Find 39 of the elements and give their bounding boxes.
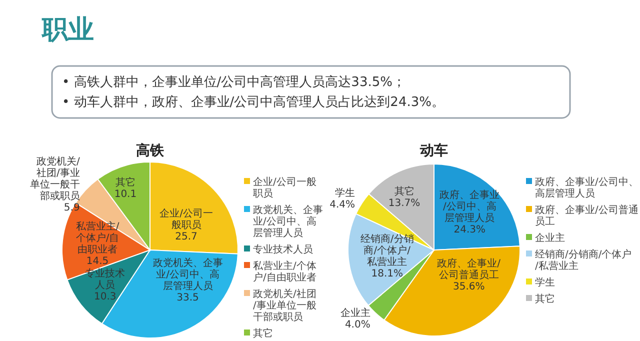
slice-label: 专业技术人员 (85, 268, 126, 292)
legend-label: 政党机关、企事业/公司中、高层管理人员 (253, 204, 323, 239)
slice-label: 其它 (394, 186, 414, 198)
legend-label: 经销商/分销商/个体户/私营业主 (535, 248, 632, 272)
slice-label: 企业主 (340, 307, 370, 320)
slice-label: 经销商/分销商/个体户/私营业主 (360, 232, 414, 268)
slice-label: 政党机关、企事业/公司中、高层管理人员 (152, 256, 223, 292)
data-label: 18.1% (371, 268, 404, 280)
legend-label: 学生 (535, 276, 555, 288)
legend-label: 企业主 (535, 232, 565, 244)
slice-label: 政府、企事业/公司普通员工 (437, 257, 502, 281)
data-label: 4.0% (344, 320, 370, 331)
text: • 高铁人群中，企事业单位/公司中高管理人员高达33.5%； (62, 74, 406, 90)
data-label: 14.5 (86, 256, 109, 268)
slice-label: 其它 (115, 176, 136, 189)
legend-label: 私营业主/个体户/自由职业者 (253, 260, 316, 284)
text: • 动车人群中，政府、企事业/公司中高管理人员占比达到24.3%。 (62, 94, 444, 110)
data-label: 33.5 (176, 292, 199, 304)
data-label: 13.7% (388, 198, 420, 210)
legend-label: 其它 (253, 328, 273, 340)
data-label: 24.3% (454, 224, 486, 236)
legend-label: 企业/公司一般职员 (253, 176, 316, 200)
slice-label: 政府、企事业/公司中、高层管理人员 (440, 189, 500, 224)
data-label: 10.3 (94, 292, 116, 303)
legend-label: 其它 (535, 293, 555, 305)
text: 职业 (41, 15, 94, 45)
legend-label: 专业技术人员 (253, 244, 313, 256)
data-label: 10.1 (114, 189, 137, 200)
legend-label: 政府、企事业/公司普通员工 (535, 204, 638, 228)
legend-label: 政党机关/社团/事业单位一般干部或职员 (253, 288, 316, 323)
chart-title: 高铁 (136, 142, 165, 159)
slice-label: 企业/公司一般职员 (160, 207, 213, 231)
slice-label: 政党机关/社团/事业单位一般干部或职员 (30, 155, 80, 202)
data-label: 25.7 (175, 231, 198, 242)
legend-label: 政府、企事业/公司中、高层管理人员 (535, 176, 638, 200)
chart-title: 动车 (419, 142, 448, 159)
data-label: 35.6% (452, 281, 485, 292)
slice-label: 学生 (335, 187, 355, 200)
data-label: 4.4% (330, 200, 355, 211)
